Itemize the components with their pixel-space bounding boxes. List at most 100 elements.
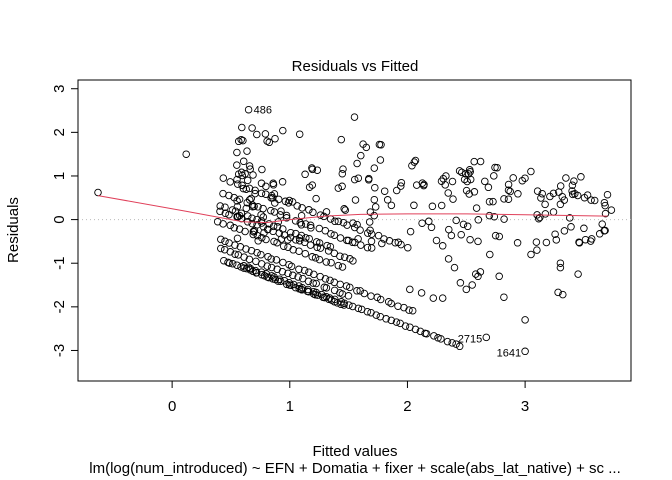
data-point xyxy=(542,238,551,247)
y-axis: -3 -2 -1 0 1 2 3 xyxy=(51,85,79,357)
data-point xyxy=(274,195,283,204)
data-point xyxy=(340,299,348,307)
x-tick-label: 1 xyxy=(286,398,294,415)
data-point xyxy=(309,279,317,287)
data-point xyxy=(489,197,497,206)
data-point xyxy=(382,315,390,323)
data-point xyxy=(422,329,431,338)
data-point xyxy=(325,294,334,302)
data-point xyxy=(575,238,583,246)
data-point xyxy=(221,237,229,246)
data-point xyxy=(341,206,350,214)
data-point xyxy=(504,186,513,194)
data-point xyxy=(331,295,339,304)
data-point xyxy=(322,258,331,266)
data-point xyxy=(309,208,317,217)
data-point xyxy=(392,186,401,195)
data-point xyxy=(295,236,304,245)
data-point xyxy=(245,255,254,264)
data-point xyxy=(267,255,275,263)
data-point xyxy=(278,267,287,276)
data-point xyxy=(406,285,414,294)
data-point xyxy=(466,175,475,184)
data-point xyxy=(375,140,384,149)
data-point xyxy=(552,236,561,244)
data-point xyxy=(486,250,494,259)
data-point xyxy=(301,249,310,258)
data-point xyxy=(345,301,353,309)
data-point xyxy=(485,197,494,206)
data-point xyxy=(601,201,609,210)
data-point xyxy=(239,184,248,193)
data-point xyxy=(233,202,242,211)
data-point xyxy=(500,293,508,301)
data-point xyxy=(371,203,380,211)
data-point xyxy=(482,333,491,342)
data-point xyxy=(221,209,230,218)
data-point xyxy=(322,208,331,216)
data-point xyxy=(331,217,339,226)
data-point xyxy=(471,270,480,278)
data-point xyxy=(228,259,237,268)
data-point xyxy=(472,204,481,212)
data-point xyxy=(262,235,270,244)
data-point xyxy=(294,273,302,281)
data-point xyxy=(354,304,363,313)
data-point xyxy=(559,290,567,299)
data-point xyxy=(607,206,616,214)
data-point xyxy=(326,242,335,251)
data-point xyxy=(269,222,278,231)
data-point xyxy=(447,231,456,240)
data-point xyxy=(437,201,446,210)
data-point xyxy=(235,211,244,220)
data-point xyxy=(484,183,493,192)
data-point xyxy=(474,216,483,224)
data-point xyxy=(337,300,345,309)
data-point xyxy=(243,147,251,155)
data-point xyxy=(495,232,504,241)
data-point xyxy=(458,168,466,177)
data-point xyxy=(378,239,386,248)
data-point xyxy=(321,226,330,235)
data-point xyxy=(427,223,436,232)
data-point xyxy=(253,248,261,257)
data-point xyxy=(372,311,380,319)
data-point xyxy=(405,306,413,314)
data-point xyxy=(234,213,242,221)
point-label: 2715 xyxy=(458,333,482,345)
data-point xyxy=(474,272,482,281)
data-point xyxy=(556,182,565,190)
data-point xyxy=(351,196,360,204)
data-point xyxy=(568,181,577,189)
data-point xyxy=(244,263,253,271)
data-point xyxy=(219,220,227,228)
data-point xyxy=(261,130,270,138)
y-tick-label: 3 xyxy=(51,85,68,93)
data-point xyxy=(238,123,246,132)
data-point xyxy=(293,202,301,210)
data-point xyxy=(418,219,426,227)
data-point xyxy=(242,245,250,253)
data-point xyxy=(470,188,479,196)
data-point xyxy=(353,287,361,295)
data-point xyxy=(245,162,254,170)
data-point xyxy=(269,181,278,189)
data-point xyxy=(509,174,517,182)
data-point xyxy=(338,182,346,191)
data-point xyxy=(330,231,339,239)
data-point xyxy=(336,252,344,260)
data-point xyxy=(243,176,252,185)
data-point xyxy=(429,294,438,302)
data-point xyxy=(370,195,379,204)
data-point xyxy=(311,254,320,262)
data-point xyxy=(249,171,257,179)
data-point xyxy=(570,177,578,185)
data-point xyxy=(245,196,254,204)
data-point xyxy=(306,221,315,230)
data-point xyxy=(257,211,265,219)
data-point xyxy=(291,217,300,225)
data-point xyxy=(246,165,254,173)
data-point xyxy=(438,242,447,250)
data-point xyxy=(94,188,102,197)
data-point xyxy=(241,227,249,236)
